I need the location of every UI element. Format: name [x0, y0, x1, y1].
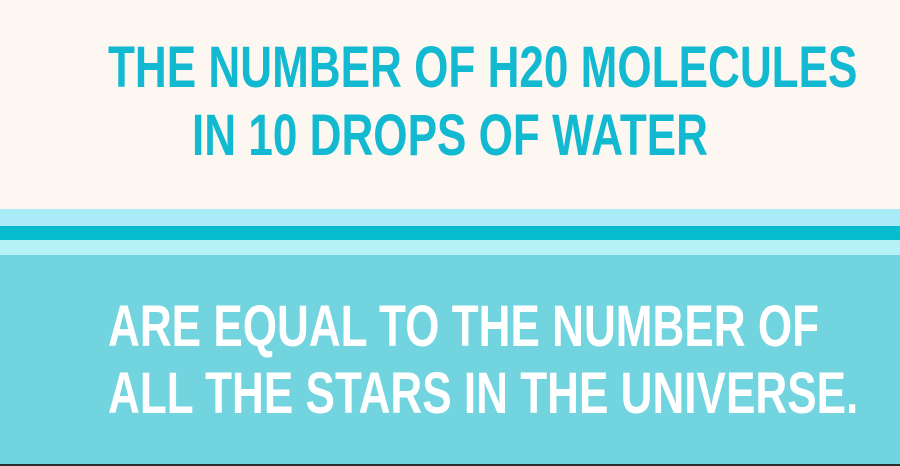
divider-stripe-light: [0, 209, 900, 226]
bottom-border: [0, 464, 900, 466]
headline-line-2: IN 10 DROPS OF WATER: [192, 103, 708, 168]
statement-line-2: ALL THE STARS IN THE UNIVERSE.: [108, 361, 859, 426]
divider-stripe-dark: [0, 226, 900, 240]
statement-line-1: ARE EQUAL TO THE NUMBER OF: [108, 294, 820, 359]
headline-line-1: THE NUMBER OF H20 MOLECULES: [108, 35, 858, 100]
statement-panel: ARE EQUAL TO THE NUMBER OF ALL THE STARS…: [0, 255, 900, 466]
headline-panel: THE NUMBER OF H20 MOLECULES IN 10 DROPS …: [0, 0, 900, 209]
divider-stripe-pale: [0, 240, 900, 255]
